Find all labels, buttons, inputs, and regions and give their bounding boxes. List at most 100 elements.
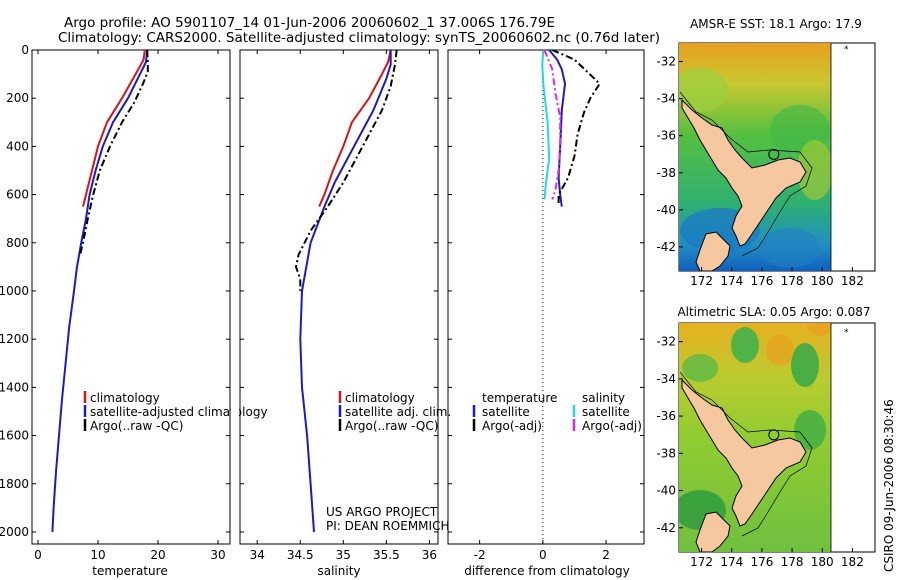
difference-axes: -2 0 2 xyxy=(448,49,644,562)
sla-map-xtick-label: 176 xyxy=(750,555,773,569)
sst-map-xtick-label: 182 xyxy=(841,274,864,288)
salinity-axes: 34 34.5 35 35.5 36 xyxy=(240,49,438,562)
title-line-1: Argo profile: AO 5901107_14 01-Jun-2006 … xyxy=(64,15,555,31)
sst-map-ytick-label: -32 xyxy=(656,55,676,69)
legend-satellite-label: satellite-adjusted climatology xyxy=(90,405,268,419)
sst-map-xtick-label: 178 xyxy=(781,274,804,288)
sla-map-xtick-label: 182 xyxy=(841,555,864,569)
temperature-ytick-label: 200 xyxy=(6,91,29,105)
temperature-ytick-label: 1200 xyxy=(0,332,29,346)
temperature-ytick-label: 1400 xyxy=(0,380,29,394)
sla-northland-land xyxy=(681,378,807,527)
sst-map-field xyxy=(679,43,831,271)
sla-map-axes: 172 174 176 178 180 182 -32 -34 -36 -38 -40 -42 xyxy=(656,335,863,569)
difference-xtick-label: -2 xyxy=(474,548,486,562)
legend-salinity-header: salinity xyxy=(582,391,625,405)
temperature-xtick-label: 0 xyxy=(34,548,42,562)
legend-argo-label: Argo(..raw -QC) xyxy=(345,419,438,433)
temperature-series xyxy=(51,49,149,533)
sla-map-title: Altimetric SLA: 0.05 Argo: 0.087 xyxy=(677,305,870,319)
temperature-xtick-label: 20 xyxy=(150,548,165,562)
sst-map-xtick-label: 180 xyxy=(811,274,834,288)
sst-profile-marker xyxy=(768,148,780,160)
temperature-ytick-label: 1800 xyxy=(0,477,29,491)
sst-northland-land xyxy=(681,98,807,247)
sla-eddy-positive xyxy=(766,334,794,366)
temperature-xtick-label: 10 xyxy=(90,548,105,562)
temperature-series-argo xyxy=(79,49,149,256)
sst-map-ytick-label: -42 xyxy=(656,240,676,254)
temperature-ytick-label: 400 xyxy=(6,139,29,153)
legend-climatology-label: climatology xyxy=(345,391,415,405)
temperature-ytick-label: 1000 xyxy=(0,284,29,298)
temperature-ytick-label: 0 xyxy=(21,43,29,57)
sla-map-xtick-label: 174 xyxy=(720,555,743,569)
salinity-xtick-label: 35.5 xyxy=(373,548,400,562)
sla-south-island-land xyxy=(695,511,731,552)
difference-series-salinity-argo-adj xyxy=(543,49,562,200)
temperature-ytick-label: 1600 xyxy=(0,429,29,443)
temperature-xtick-label: 30 xyxy=(210,548,225,562)
legend-satellite-label: satellite adj. clim. xyxy=(345,405,451,419)
salinity-panel-frame xyxy=(239,49,439,545)
credit-line-2: PI: DEAN ROEMMICH xyxy=(326,519,449,533)
sla-eddy-negative xyxy=(682,354,718,382)
sst-bathymetry-contour xyxy=(679,91,813,257)
difference-series-temperature-argo-adj xyxy=(551,49,601,205)
sla-eddy-positive xyxy=(806,323,831,336)
credit-line-1: US ARGO PROJECT xyxy=(326,505,438,519)
salinity-series-climatology xyxy=(318,49,392,207)
sla-map-field xyxy=(679,323,831,552)
timestamp-stamp: CSIRO 09-Jun-2006 08:30:46 xyxy=(882,399,896,572)
sla-map-ytick-label: -34 xyxy=(656,372,676,386)
legend-climatology-label: climatology xyxy=(90,391,160,405)
salinity-legend: climatology satellite adj. clim. Argo(..… xyxy=(338,391,451,433)
temperature-panel-frame xyxy=(31,49,231,545)
temperature-xlabel: temperature xyxy=(92,564,167,578)
sst-map-ytick-label: -34 xyxy=(656,92,676,106)
salinity-xtick-label: 34 xyxy=(250,548,265,562)
sst-map-xtick-label: 176 xyxy=(750,274,773,288)
sst-south-island-land xyxy=(695,231,731,271)
sst-map-title: AMSR-E SST: 18.1 Argo: 17.9 xyxy=(690,17,862,31)
difference-xlabel: difference from climatology xyxy=(464,564,630,578)
salinity-xlabel: salinity xyxy=(317,564,360,578)
salinity-series-satellite xyxy=(299,50,392,533)
legend-sal-argo-label: Argo(-adj) xyxy=(582,419,642,433)
difference-xtick-label: 0 xyxy=(539,548,547,562)
sla-map-ytick-label: -32 xyxy=(656,335,676,349)
sla-map-xtick-label: 178 xyxy=(781,555,804,569)
sla-eddy-negative xyxy=(731,327,759,363)
sst-map-xtick-label: 172 xyxy=(690,274,713,288)
sst-map-ytick-label: -40 xyxy=(656,203,676,217)
difference-series-temperature-satellite xyxy=(548,49,566,207)
sla-eddy-negative xyxy=(794,410,826,450)
salinity-xtick-label: 34.5 xyxy=(287,548,314,562)
title-line-2: Climatology: CARS2000. Satellite-adjuste… xyxy=(58,30,660,46)
sst-warm-patch xyxy=(797,140,831,200)
legend-temperature-header: temperature xyxy=(482,391,557,405)
sla-star-icon: * xyxy=(844,328,849,338)
temperature-ytick-label: 800 xyxy=(6,236,29,250)
legend-temp-argo-label: Argo(-adj) xyxy=(482,419,542,433)
temperature-ytick-label: 600 xyxy=(6,188,29,202)
panel-gap xyxy=(231,380,239,440)
salinity-xtick-label: 36 xyxy=(422,548,437,562)
sst-map-xtick-label: 174 xyxy=(720,274,743,288)
sla-profile-marker xyxy=(768,429,780,441)
sla-map-ytick-label: -38 xyxy=(656,446,676,460)
legend-temp-satellite-label: satellite xyxy=(482,405,530,419)
temperature-legend: climatology satellite-adjusted climatolo… xyxy=(83,391,268,433)
difference-xtick-label: 2 xyxy=(602,548,610,562)
sla-map-ytick-label: -40 xyxy=(656,484,676,498)
temperature-ytick-label: 2000 xyxy=(0,525,29,539)
difference-series xyxy=(541,49,601,207)
salinity-series-argo xyxy=(295,49,398,291)
difference-series-salinity-satellite xyxy=(541,49,551,200)
sla-eddy-negative xyxy=(791,343,819,387)
legend-sal-satellite-label: satellite xyxy=(582,405,630,419)
sst-star-icon: * xyxy=(844,45,849,55)
legend-argo-label: Argo(..raw -QC) xyxy=(90,419,183,433)
difference-panel-frame xyxy=(447,49,645,545)
